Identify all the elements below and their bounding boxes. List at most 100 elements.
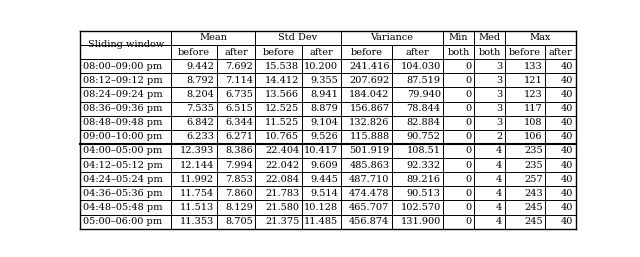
Text: Min: Min (449, 33, 468, 42)
Text: 10.128: 10.128 (304, 203, 338, 212)
Text: 21.783: 21.783 (265, 189, 300, 198)
Text: 14.412: 14.412 (265, 76, 300, 85)
Text: 8.792: 8.792 (186, 76, 214, 85)
Text: 0: 0 (465, 217, 472, 226)
Text: 9.355: 9.355 (310, 76, 338, 85)
Text: after: after (309, 48, 333, 57)
Text: 235: 235 (524, 146, 543, 155)
Text: 8.386: 8.386 (225, 146, 253, 155)
Text: 6.842: 6.842 (186, 118, 214, 127)
Text: before: before (178, 48, 210, 57)
Text: 3: 3 (496, 62, 502, 71)
Text: 3: 3 (496, 104, 502, 113)
Text: 102.570: 102.570 (401, 203, 441, 212)
Text: 11.513: 11.513 (180, 203, 214, 212)
Text: 4: 4 (496, 189, 502, 198)
Text: 3: 3 (496, 118, 502, 127)
Text: Mean: Mean (200, 33, 227, 42)
Text: 0: 0 (465, 146, 472, 155)
Text: 115.888: 115.888 (349, 132, 390, 141)
Text: 487.710: 487.710 (349, 175, 390, 184)
Text: 11.353: 11.353 (180, 217, 214, 226)
Text: 7.692: 7.692 (225, 62, 253, 71)
Text: 0: 0 (465, 175, 472, 184)
Text: 78.844: 78.844 (406, 104, 441, 113)
Text: before: before (262, 48, 294, 57)
Text: 4: 4 (496, 175, 502, 184)
Text: 3: 3 (496, 76, 502, 85)
Text: Med: Med (479, 33, 500, 42)
Text: 40: 40 (561, 90, 573, 99)
Text: 133: 133 (524, 62, 543, 71)
Text: 4: 4 (496, 217, 502, 226)
Text: 40: 40 (561, 161, 573, 170)
Text: 12.525: 12.525 (265, 104, 300, 113)
Text: 7.114: 7.114 (225, 76, 253, 85)
Text: 82.884: 82.884 (406, 118, 441, 127)
Text: 243: 243 (524, 189, 543, 198)
Text: 08:48–09:48 pm: 08:48–09:48 pm (83, 118, 163, 127)
Text: 89.216: 89.216 (406, 175, 441, 184)
Text: 0: 0 (465, 118, 472, 127)
Text: 9.526: 9.526 (310, 132, 338, 141)
Text: 7.535: 7.535 (186, 104, 214, 113)
Text: 6.344: 6.344 (225, 118, 253, 127)
Text: 90.752: 90.752 (406, 132, 441, 141)
Text: 121: 121 (524, 76, 543, 85)
Text: 131.900: 131.900 (401, 217, 441, 226)
Text: 8.129: 8.129 (225, 203, 253, 212)
Text: 05:00–06:00 pm: 05:00–06:00 pm (83, 217, 162, 226)
Text: after: after (548, 48, 572, 57)
Text: 9.609: 9.609 (310, 161, 338, 170)
Text: 22.084: 22.084 (265, 175, 300, 184)
Text: 8.879: 8.879 (310, 104, 338, 113)
Text: Max: Max (530, 33, 551, 42)
Text: 4: 4 (496, 161, 502, 170)
Text: 6.233: 6.233 (186, 132, 214, 141)
Text: 3: 3 (496, 90, 502, 99)
Text: 0: 0 (465, 76, 472, 85)
Text: 40: 40 (561, 104, 573, 113)
Text: 8.941: 8.941 (310, 90, 338, 99)
Text: 40: 40 (561, 203, 573, 212)
Text: 456.874: 456.874 (349, 217, 390, 226)
Text: 04:00–05:00 pm: 04:00–05:00 pm (83, 146, 162, 155)
Text: 21.375: 21.375 (265, 217, 300, 226)
Text: 13.566: 13.566 (265, 90, 300, 99)
Text: 21.580: 21.580 (265, 203, 300, 212)
Text: Std Dev: Std Dev (278, 33, 317, 42)
Text: 10.417: 10.417 (304, 146, 338, 155)
Text: 108: 108 (524, 118, 543, 127)
Text: 7.853: 7.853 (225, 175, 253, 184)
Text: 11.992: 11.992 (180, 175, 214, 184)
Text: 9.445: 9.445 (310, 175, 338, 184)
Text: 40: 40 (561, 118, 573, 127)
Text: both: both (478, 48, 500, 57)
Text: 6.515: 6.515 (225, 104, 253, 113)
Text: 90.513: 90.513 (406, 189, 441, 198)
Text: 245: 245 (524, 203, 543, 212)
Text: 10.200: 10.200 (304, 62, 338, 71)
Text: 104.030: 104.030 (401, 62, 441, 71)
Text: 117: 117 (524, 104, 543, 113)
Text: Sliding window: Sliding window (88, 40, 164, 50)
Text: 7.860: 7.860 (225, 189, 253, 198)
Text: 8.705: 8.705 (225, 217, 253, 226)
Text: 106: 106 (524, 132, 543, 141)
Text: 0: 0 (465, 132, 472, 141)
Text: 10.765: 10.765 (265, 132, 300, 141)
Text: 7.994: 7.994 (225, 161, 253, 170)
Text: 11.754: 11.754 (180, 189, 214, 198)
Text: 08:00–09:00 pm: 08:00–09:00 pm (83, 62, 162, 71)
Text: 184.042: 184.042 (349, 90, 390, 99)
Text: 11.485: 11.485 (304, 217, 338, 226)
Text: 12.144: 12.144 (180, 161, 214, 170)
Text: both: both (447, 48, 470, 57)
Text: 08:24–09:24 pm: 08:24–09:24 pm (83, 90, 163, 99)
Text: 40: 40 (561, 132, 573, 141)
Text: 257: 257 (524, 175, 543, 184)
Text: 92.332: 92.332 (406, 161, 441, 170)
Text: 79.940: 79.940 (406, 90, 441, 99)
Text: 0: 0 (465, 90, 472, 99)
Text: 207.692: 207.692 (349, 76, 390, 85)
